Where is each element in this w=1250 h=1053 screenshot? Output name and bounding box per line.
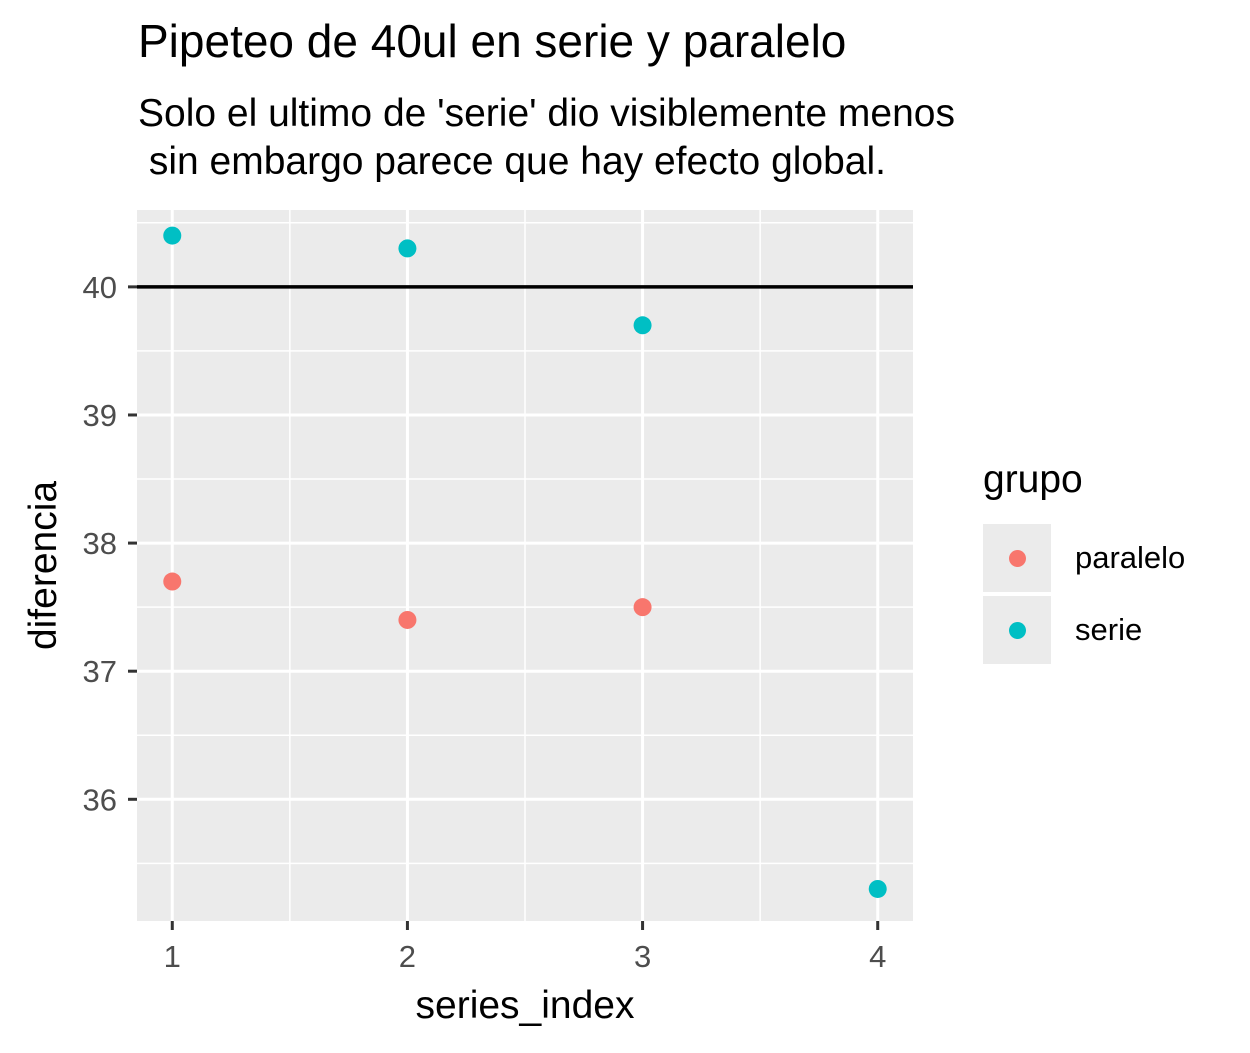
legend-label-serie: serie [1075,612,1143,647]
point-serie [633,316,652,335]
legend-dot-paralelo [1009,550,1026,567]
y-tick-label: 40 [83,270,117,305]
point-serie [163,226,182,245]
point-paralelo [163,572,182,591]
legend: grupo paralelo serie [983,458,1185,668]
minor-gridlines [137,210,913,921]
chart-title: Pipeteo de 40ul en serie y paralelo [138,15,847,67]
x-tick-label: 4 [869,939,886,974]
data-points [163,226,887,898]
y-tick-label: 37 [83,654,117,689]
point-serie [398,239,417,258]
x-tick-label: 2 [399,939,416,974]
legend-title: grupo [983,458,1083,501]
point-serie [868,879,887,898]
y-axis: 36 37 38 39 40 [83,270,137,817]
legend-key-paralelo [983,524,1051,592]
x-axis-title: series_index [416,984,635,1027]
x-tick-label: 3 [634,939,651,974]
point-paralelo [398,610,417,629]
y-tick-label: 36 [83,782,117,817]
legend-dot-serie [1009,622,1026,639]
legend-label-paralelo: paralelo [1075,540,1186,575]
x-axis: 1 2 3 4 [164,921,886,974]
legend-item-serie: serie [983,596,1185,664]
chart-subtitle: Solo el ultimo de 'serie' dio visiblemen… [138,92,955,183]
y-tick-label: 39 [83,398,117,433]
point-paralelo [633,598,652,617]
y-tick-label: 38 [83,526,117,561]
y-axis-title: diferencia [22,481,65,650]
legend-item-paralelo: paralelo [983,524,1185,592]
legend-key-serie [983,596,1051,664]
x-tick-label: 1 [164,939,181,974]
